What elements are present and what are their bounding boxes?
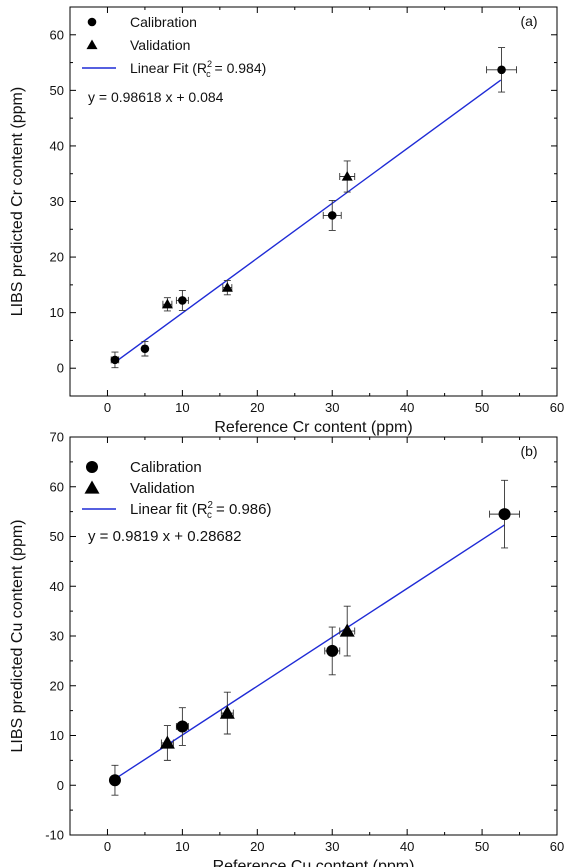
data-point-circle: [327, 211, 337, 220]
y-tick-label: 20: [50, 250, 64, 265]
data-point-circle: [178, 296, 187, 305]
x-tick-label: 30: [325, 400, 339, 415]
series-validation: [159, 605, 356, 761]
y-tick-label: 50: [50, 529, 64, 544]
data-point-circle: [498, 508, 511, 521]
x-axis-label: Reference Cr content (ppm): [214, 419, 412, 436]
panel-label: (b): [520, 443, 537, 459]
y-tick-label: 50: [50, 83, 64, 98]
y-tick-label: 40: [50, 138, 64, 153]
data-point-triangle: [84, 480, 100, 494]
data-point-triangle: [341, 170, 353, 181]
chart-panel-a: 0 10 20 30 40 50 60 0 10 20 30 40 50 60 Reference Cr c…: [9, 6, 564, 436]
legend-label: Calibration: [130, 459, 202, 476]
data-point-circle: [497, 65, 506, 75]
legend: Calibration Validation Linear Fit (R2 c = 0…: [82, 14, 266, 79]
data-point-triangle: [161, 298, 173, 309]
y-tick-label: -10: [45, 828, 64, 843]
data-point-circle: [87, 17, 97, 27]
legend-label: Validation: [130, 37, 190, 53]
data-point-circle: [326, 644, 339, 657]
data-point-circle: [108, 774, 121, 787]
data-point-circle: [176, 720, 189, 733]
x-tick-label: 10: [175, 400, 189, 415]
y-tick-label: 10: [50, 728, 64, 743]
data-point-triangle: [86, 39, 98, 50]
x-tick-label: 40: [400, 400, 414, 415]
y-axis-label: LIBS predicted Cr content (ppm): [9, 87, 26, 316]
data-point-triangle: [219, 705, 235, 719]
y-tick-label: 0: [57, 778, 64, 793]
x-tick-label: 40: [400, 839, 414, 854]
x-tick-label: 0: [104, 400, 111, 415]
data-point-triangle: [221, 282, 233, 292]
y-tick-label: 30: [50, 629, 64, 644]
data-point-triangle: [339, 623, 355, 637]
y-tick-label: 60: [50, 479, 64, 494]
legend-label: Linear fit (R2 c = 0.986): [130, 500, 271, 521]
fit-equation: y = 0.98618 x + 0.084: [88, 89, 224, 105]
panel-label: (a): [520, 13, 537, 29]
y-tick-label: 40: [50, 579, 64, 594]
x-tick-label: 60: [550, 839, 564, 854]
fit-equation: y = 0.9819 x + 0.28682: [88, 528, 241, 545]
x-tick-label: 20: [250, 400, 264, 415]
linear-fit-line: [114, 524, 505, 780]
y-tick-label: 60: [50, 27, 64, 42]
legend-label: Linear Fit (R2 c = 0.984): [130, 59, 266, 79]
linear-fit-line: [114, 79, 502, 363]
data-point-circle: [86, 461, 98, 473]
legend-label: Calibration: [130, 14, 197, 30]
data-point-circle: [110, 355, 120, 365]
x-tick-label: 50: [475, 400, 489, 415]
x-tick-label: 0: [104, 839, 111, 854]
series-calibration: [110, 47, 517, 369]
data-point-circle: [140, 344, 150, 354]
data-point-triangle: [159, 735, 175, 749]
chart-panel-b: 0 10 20 30 40 50 60 -10 0 10 20 30 40 50 60 70 Reference…: [9, 430, 564, 867]
y-tick-label: 30: [50, 194, 64, 209]
series-calibration: [108, 479, 520, 796]
y-tick-label: 10: [50, 305, 64, 320]
x-axis-label: Reference Cu content (ppm): [213, 858, 415, 867]
y-tick-label: 70: [50, 430, 64, 445]
x-tick-label: 20: [250, 839, 264, 854]
y-tick-label: 0: [57, 361, 64, 376]
x-tick-label: 60: [550, 400, 564, 415]
y-tick-label: 20: [50, 678, 64, 693]
x-tick-label: 30: [325, 839, 339, 854]
legend: Calibration Validation Linear fit (R2 c = 0…: [82, 459, 271, 521]
legend-label: Validation: [130, 480, 195, 497]
y-axis-label: LIBS predicted Cu content (ppm): [9, 519, 26, 752]
series-validation: [161, 160, 356, 312]
x-tick-label: 10: [175, 839, 189, 854]
x-tick-label: 50: [475, 839, 489, 854]
